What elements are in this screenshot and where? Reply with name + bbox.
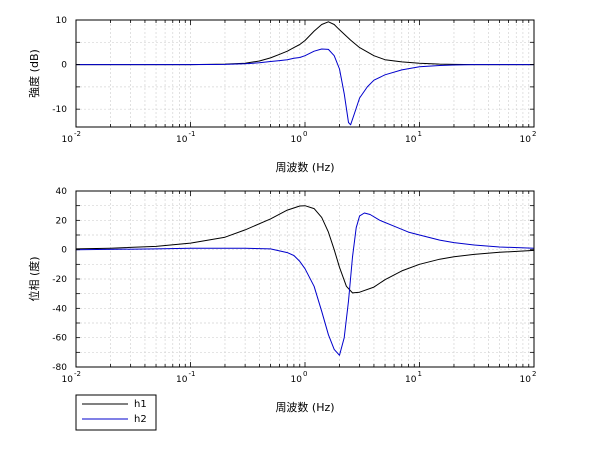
- x-tick-label-exponent: 1: [418, 130, 422, 138]
- legend-label-h1: h1: [134, 399, 147, 410]
- x-tick-label-base: 10: [176, 135, 188, 145]
- y-tick-label: -80: [52, 363, 67, 373]
- x-tick-label-base: 10: [405, 135, 417, 145]
- x-tick-label-exponent: -2: [74, 370, 81, 378]
- x-tick-label-base: 10: [291, 135, 303, 145]
- y-tick-label: -60: [52, 334, 67, 344]
- x-tick-label-exponent: 2: [532, 130, 536, 138]
- y-tick-label: 0: [61, 246, 67, 256]
- x-tick-label-exponent: 0: [303, 130, 307, 138]
- series-line-h2: [76, 48, 534, 126]
- x-tick-label-base: 10: [62, 375, 74, 385]
- magnitude-x-axis-label: 周波数 (Hz): [275, 161, 334, 174]
- x-tick-label-base: 10: [291, 375, 303, 385]
- legend: h1 h2: [75, 394, 157, 431]
- y-tick-label: -10: [52, 105, 67, 115]
- phase-y-axis-label: 位相 (度): [27, 256, 41, 301]
- y-tick-label: 0: [61, 61, 67, 71]
- x-tick-label-exponent: 2: [532, 370, 536, 378]
- legend-box: [75, 394, 157, 431]
- magnitude-grid: [75, 19, 534, 127]
- x-tick-label-exponent: -1: [189, 370, 196, 378]
- y-tick-label: -20: [52, 275, 67, 285]
- x-tick-label-base: 10: [405, 375, 417, 385]
- x-tick-label-base: 10: [176, 375, 188, 385]
- magnitude-series: [76, 21, 534, 126]
- x-tick-label-exponent: -2: [74, 130, 81, 138]
- x-tick-label-exponent: -1: [189, 130, 196, 138]
- y-tick-label: 10: [56, 16, 68, 26]
- phase-series: [75, 205, 535, 356]
- y-tick-label: -40: [52, 304, 67, 314]
- phase-x-axis-label: 周波数 (Hz): [275, 401, 334, 414]
- x-tick-label-base: 10: [520, 375, 532, 385]
- x-tick-label-exponent: 0: [303, 370, 307, 378]
- series-line-h2: [75, 212, 535, 356]
- legend-label-h2: h2: [134, 414, 147, 425]
- magnitude-y-axis-label: 強度 (dB): [27, 49, 41, 98]
- x-tick-label-base: 10: [520, 135, 532, 145]
- phase-grid: [75, 190, 534, 368]
- y-tick-label: 40: [56, 187, 68, 197]
- y-tick-label: 20: [56, 216, 68, 226]
- x-tick-label-exponent: 1: [418, 370, 422, 378]
- series-line-h1: [76, 21, 534, 66]
- series-line-h1: [75, 205, 535, 294]
- x-tick-label-base: 10: [62, 135, 74, 145]
